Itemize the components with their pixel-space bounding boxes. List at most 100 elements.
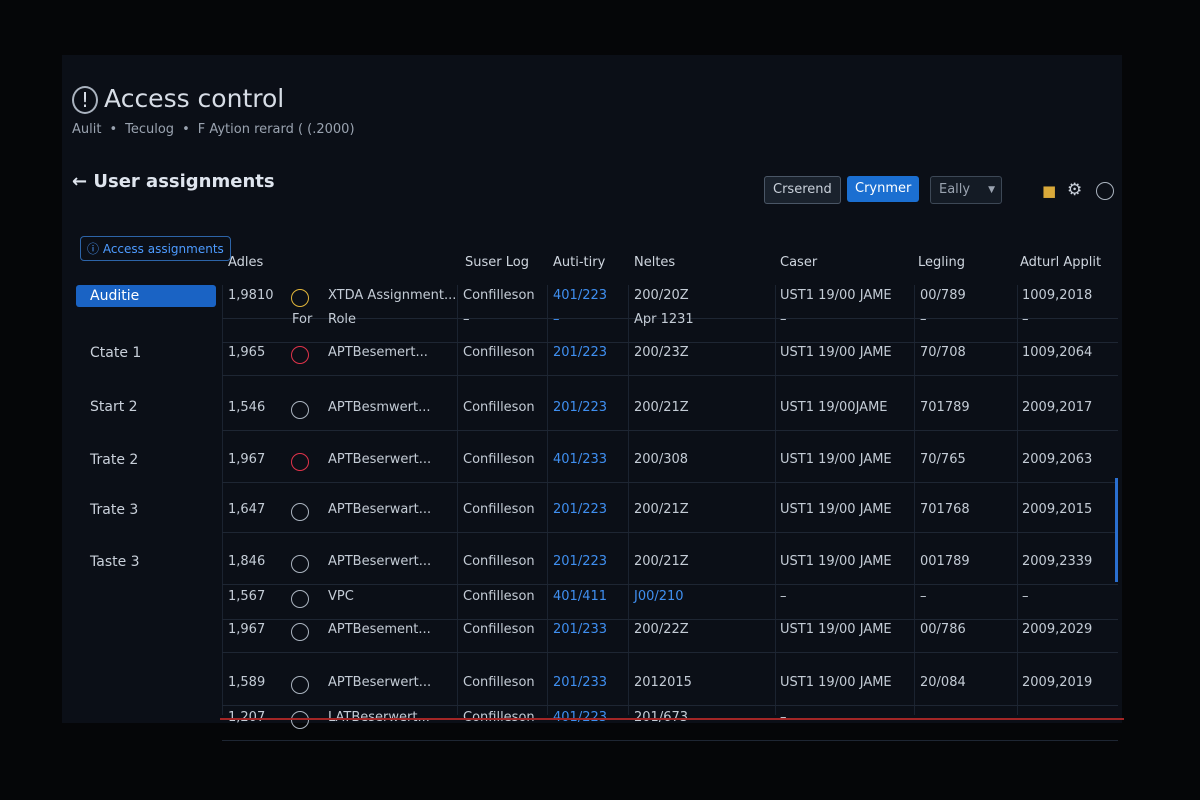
cell: – bbox=[780, 710, 787, 725]
cell: Confilleson bbox=[463, 622, 535, 637]
settings-icon[interactable]: ⚙ bbox=[1067, 180, 1083, 200]
cell: – bbox=[463, 312, 470, 327]
cell: 701789 bbox=[920, 400, 970, 415]
select[interactable]: Eally ▼ bbox=[930, 176, 1002, 204]
cell: 1,965 bbox=[228, 345, 266, 360]
cell: 1,567 bbox=[228, 589, 266, 604]
cell[interactable]: APTBesement... bbox=[328, 622, 431, 637]
page-title: ! Access control bbox=[72, 84, 284, 114]
cell: 2009,2339 bbox=[1022, 554, 1093, 569]
cell: 2012015 bbox=[634, 675, 692, 690]
cell: 70/708 bbox=[920, 345, 966, 360]
button[interactable]: Crserend bbox=[764, 176, 841, 204]
cell[interactable]: APTBeserwert... bbox=[328, 452, 432, 467]
info-icon[interactable] bbox=[1096, 182, 1114, 200]
scrollbar bbox=[1115, 478, 1118, 582]
cell: Confilleson bbox=[463, 675, 535, 690]
cell: 201/673 bbox=[634, 710, 688, 725]
cell[interactable]: XTDA Assignment... bbox=[328, 288, 457, 303]
select-text: Eally bbox=[939, 182, 971, 197]
crumb[interactable]: Teculog bbox=[125, 122, 175, 137]
cell: 1,967 bbox=[228, 452, 266, 467]
crumb[interactable]: Aulit bbox=[72, 122, 102, 137]
row-line bbox=[222, 342, 1118, 343]
row-icon bbox=[291, 555, 309, 573]
column-header: Adles bbox=[228, 255, 264, 270]
cell: UST1 19/00 JAME bbox=[780, 622, 892, 637]
sidebar-item[interactable]: Start 2 bbox=[90, 399, 138, 415]
cell: 2009,2015 bbox=[1022, 502, 1093, 517]
cell: UST1 19/00 JAME bbox=[780, 452, 892, 467]
cell: 200/308 bbox=[634, 452, 689, 467]
cell[interactable]: APTBesemert... bbox=[328, 345, 428, 360]
divider bbox=[457, 285, 458, 715]
row-icon bbox=[291, 346, 309, 364]
cell: 201/223 bbox=[553, 400, 608, 415]
sidebar-item[interactable]: Trate 3 bbox=[90, 502, 139, 518]
sidebar-item[interactable]: Auditie bbox=[76, 285, 216, 307]
cell[interactable]: LATBeserwert... bbox=[328, 710, 430, 725]
divider bbox=[628, 285, 629, 715]
cell[interactable]: VPC bbox=[328, 589, 354, 604]
column-header: Auti-tiry bbox=[553, 255, 606, 270]
cell: 201/223 bbox=[553, 554, 608, 569]
cell: J00/210 bbox=[634, 589, 684, 604]
cell: UST1 19/00 JAME bbox=[780, 288, 892, 303]
cell[interactable]: APTBeserwart... bbox=[328, 502, 432, 517]
cell: Confilleson bbox=[463, 452, 535, 467]
row-line bbox=[222, 740, 1118, 741]
sidebar-item[interactable]: Ctate 1 bbox=[90, 345, 142, 361]
cell[interactable]: APTBeserwert... bbox=[328, 554, 432, 569]
cell: 200/21Z bbox=[634, 554, 689, 569]
row-line bbox=[222, 482, 1118, 483]
column-header: Neltes bbox=[634, 255, 676, 270]
cell: – bbox=[780, 312, 787, 327]
cell: Confilleson bbox=[463, 554, 535, 569]
cell: 1,9810 bbox=[228, 288, 274, 303]
row-line bbox=[222, 532, 1118, 533]
cell: 201/223 bbox=[553, 345, 608, 360]
cell: UST1 19/00JAME bbox=[780, 400, 888, 415]
cell: UST1 19/00 JAME bbox=[780, 502, 892, 517]
cell: 200/21Z bbox=[634, 400, 689, 415]
cell: 401/223 bbox=[553, 288, 608, 303]
screen bbox=[62, 55, 1122, 723]
icon[interactable]: ■ bbox=[1042, 182, 1057, 200]
cell: Confilleson bbox=[463, 589, 535, 604]
cell: 1009,2064 bbox=[1022, 345, 1093, 360]
divider bbox=[547, 285, 548, 715]
sidebar-item[interactable]: Taste 3 bbox=[90, 554, 140, 570]
cell[interactable]: APTBesmwert... bbox=[328, 400, 431, 415]
column-header: Legling bbox=[918, 255, 965, 270]
cell: 201/233 bbox=[553, 622, 608, 637]
cell[interactable]: APTBeserwert... bbox=[328, 675, 432, 690]
button[interactable]: Crynmer bbox=[847, 176, 920, 202]
cell: Confilleson bbox=[463, 400, 535, 415]
row-icon bbox=[291, 676, 309, 694]
row-line bbox=[222, 652, 1118, 653]
cell: Apr 1231 bbox=[634, 312, 694, 327]
cell: – bbox=[553, 312, 560, 327]
cell: 1,846 bbox=[228, 554, 266, 569]
cell: Confilleson bbox=[463, 710, 535, 725]
cell: 00/786 bbox=[920, 622, 966, 637]
cell: UST1 19/00 JAME bbox=[780, 345, 892, 360]
sidebar-item[interactable]: Trate 2 bbox=[90, 452, 139, 468]
badge[interactable]: ⓘ Access assignments bbox=[80, 236, 231, 261]
cell: 200/21Z bbox=[634, 502, 689, 517]
cell: 2009,2029 bbox=[1022, 622, 1093, 637]
divider bbox=[775, 285, 776, 715]
cell: Confilleson bbox=[463, 502, 535, 517]
row-icon bbox=[291, 623, 309, 641]
cell[interactable]: Role bbox=[328, 312, 357, 327]
cell: 1,589 bbox=[228, 675, 266, 690]
divider bbox=[1017, 285, 1018, 715]
row-line bbox=[222, 430, 1118, 431]
section-title: ← User assignments bbox=[72, 171, 275, 192]
badge-text: Access assignments bbox=[102, 242, 224, 256]
row-icon bbox=[291, 503, 309, 521]
row-icon bbox=[291, 289, 309, 307]
cell: UST1 19/00 JAME bbox=[780, 554, 892, 569]
cell: UST1 19/00 JAME bbox=[780, 675, 892, 690]
